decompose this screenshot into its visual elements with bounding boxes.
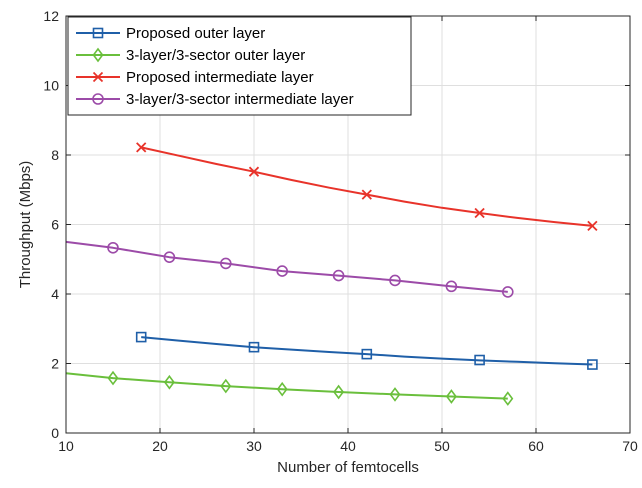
legend: Proposed outer layer 3-layer/3-sector out… — [67, 16, 412, 116]
square-marker — [587, 359, 598, 370]
series-line — [141, 336, 593, 366]
y-tick-label: 2 — [51, 356, 59, 372]
diamond-marker — [92, 47, 104, 63]
legend-entry: 3-layer/3-sector outer layer — [76, 47, 305, 64]
square-marker — [248, 341, 260, 353]
diamond-marker — [163, 374, 175, 390]
series-line — [140, 146, 593, 227]
circle-marker — [92, 93, 104, 105]
x-marker-stroke — [474, 207, 485, 219]
legend-entry: Proposed outer layer — [76, 25, 265, 42]
y-tick-label: 4 — [51, 286, 59, 302]
circle-marker — [107, 241, 119, 254]
series-3 — [136, 142, 598, 232]
circle-marker — [220, 257, 232, 270]
square-marker — [135, 331, 147, 343]
x-tick-label: 10 — [58, 438, 74, 454]
circle-marker — [445, 280, 458, 293]
x-marker — [248, 166, 260, 177]
y-tick-label: 6 — [51, 217, 59, 233]
x-tick-label: 70 — [622, 438, 638, 454]
axis-ticks: 10 20 30 40 50 60 70 0 2 4 6 8 10 12 — [43, 8, 638, 454]
legend-box — [67, 16, 412, 116]
x-tick-label: 20 — [152, 438, 168, 454]
square-marker — [361, 348, 373, 360]
legend-label: Proposed intermediate layer — [126, 69, 314, 86]
x-tick-label: 30 — [246, 438, 262, 454]
x-marker-stroke — [92, 71, 104, 83]
series-1 — [135, 331, 598, 370]
legend-label: Proposed outer layer — [126, 25, 265, 42]
diamond-marker — [445, 389, 457, 404]
diamond-marker — [220, 378, 232, 394]
x-marker — [92, 71, 104, 83]
legend-label: 3-layer/3-sector intermediate layer — [126, 91, 354, 108]
circle-marker — [163, 251, 176, 263]
series-4 — [65, 240, 514, 298]
x-axis-label: Number of femtocells — [277, 459, 419, 476]
x-tick-label: 40 — [340, 438, 356, 454]
circle-marker — [389, 274, 401, 287]
legend-entry: Proposed intermediate layer — [76, 69, 314, 86]
diamond-marker — [276, 381, 288, 397]
x-marker — [474, 207, 485, 219]
legend-entry: 3-layer/3-sector intermediate layer — [76, 91, 354, 108]
y-tick-label: 10 — [43, 78, 59, 94]
x-marker-stroke — [361, 189, 372, 200]
x-tick-label: 60 — [528, 438, 544, 454]
series-line — [65, 372, 508, 400]
y-tick-label: 8 — [51, 147, 59, 163]
x-marker — [587, 220, 598, 232]
x-marker-stroke — [587, 220, 598, 232]
legend-label: 3-layer/3-sector outer layer — [126, 47, 305, 64]
y-tick-label: 12 — [43, 8, 59, 24]
y-tick-label: 0 — [51, 425, 59, 441]
circle-marker — [276, 265, 289, 277]
diamond-marker — [107, 370, 119, 386]
diamond-marker — [333, 384, 345, 400]
square-marker — [474, 354, 485, 366]
series-2 — [65, 370, 514, 406]
series-line — [65, 240, 508, 293]
square-marker — [92, 27, 104, 39]
diamond-marker — [502, 391, 514, 406]
x-marker — [136, 142, 147, 153]
x-marker-stroke — [136, 142, 147, 153]
x-marker — [361, 189, 372, 200]
circle-marker — [501, 286, 514, 298]
diamond-marker — [389, 387, 401, 402]
x-marker-stroke — [248, 166, 260, 177]
series-layer — [65, 142, 598, 406]
x-tick-label: 50 — [434, 438, 450, 454]
circle-marker — [332, 269, 345, 282]
y-axis-label: Throughput (Mbps) — [17, 161, 34, 289]
